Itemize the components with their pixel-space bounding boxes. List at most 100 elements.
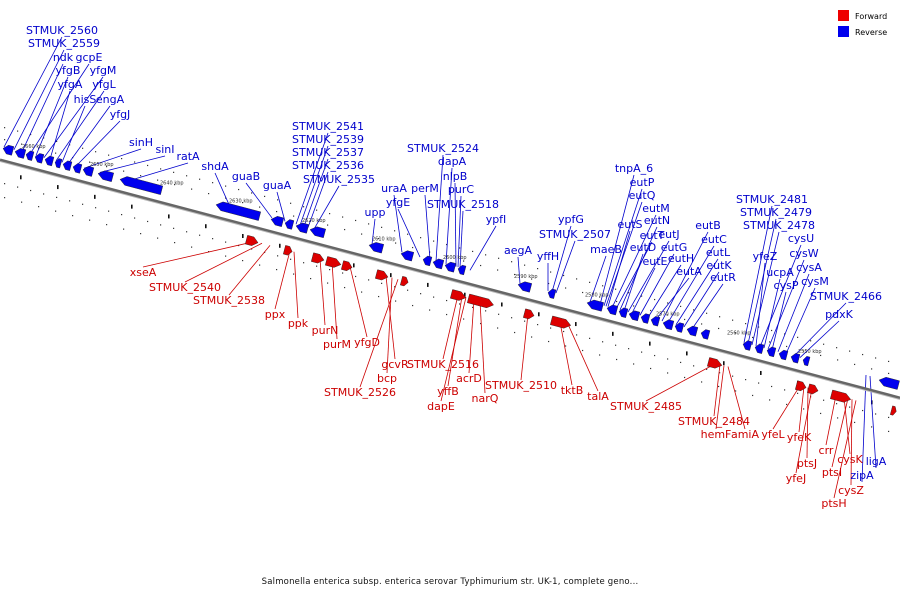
- position-dot: [548, 282, 550, 285]
- position-dot: [140, 233, 142, 235]
- tick-mark: [464, 292, 466, 297]
- position-dot: [121, 213, 123, 216]
- reverse-gene-label: hisS: [74, 93, 97, 106]
- position-dot: [310, 277, 312, 280]
- reverse-gene-label-leader: [299, 145, 329, 226]
- tick-mark: [501, 302, 503, 307]
- position-dot: [524, 264, 526, 266]
- reverse-feature-shape: [650, 316, 661, 327]
- reverse-gene-label: ypfI: [486, 213, 507, 226]
- tick-mark: [723, 361, 725, 366]
- position-dot: [160, 168, 162, 170]
- position-dot: [633, 363, 635, 365]
- reverse-feature: [878, 377, 900, 390]
- position-dot: [654, 354, 656, 357]
- reverse-gene-label-leader: [393, 194, 403, 253]
- position-dot: [803, 350, 805, 352]
- position-dot: [875, 357, 877, 359]
- legend-label: Forward: [855, 12, 887, 21]
- position-dot: [446, 313, 448, 316]
- tick-label: 2660 kbp: [22, 144, 46, 150]
- position-dot: [174, 242, 176, 244]
- position-dot: [599, 354, 601, 356]
- reverse-gene-label-leader: [459, 210, 464, 268]
- reverse-gene-label-leader: [667, 245, 715, 323]
- position-dot: [174, 184, 176, 186]
- reverse-gene-label: eutR: [710, 271, 736, 284]
- position-dot: [485, 254, 487, 256]
- reverse-gene-label: STMUK_2507: [539, 228, 611, 241]
- position-dot: [368, 279, 370, 281]
- forward-feature: [795, 380, 807, 392]
- position-dot: [21, 201, 23, 203]
- position-dot: [303, 206, 305, 208]
- position-dot: [157, 237, 159, 239]
- reverse-gene-label-leader: [245, 182, 273, 219]
- reverse-feature-shape: [802, 356, 811, 367]
- reverse-gene-label-leader: [129, 162, 189, 181]
- reverse-gene-label: sinI: [155, 143, 174, 156]
- tick-label: 2610 kbp: [372, 236, 396, 242]
- position-dot: [446, 243, 448, 246]
- reverse-gene-label-leader: [655, 277, 690, 320]
- reverse-feature-shape: [674, 322, 685, 333]
- reverse-feature: [62, 160, 73, 171]
- position-dot: [55, 210, 57, 212]
- position-dot: [17, 130, 19, 132]
- reverse-feature-shape: [270, 216, 285, 227]
- forward-feature-shape: [325, 256, 342, 268]
- reverse-feature: [400, 250, 415, 262]
- reverse-feature-shape: [878, 377, 900, 390]
- position-dot: [72, 215, 74, 217]
- position-dot: [56, 140, 58, 143]
- reverse-gene-label: cysW: [789, 247, 818, 260]
- forward-gene-label-leader: [727, 366, 746, 430]
- position-dot: [786, 403, 788, 406]
- position-dot: [823, 399, 825, 401]
- reverse-gene-label-leader: [61, 105, 86, 163]
- tick-mark: [538, 312, 540, 317]
- position-dot: [225, 185, 227, 187]
- position-dot: [95, 151, 97, 153]
- position-dot: [433, 240, 435, 242]
- reverse-feature: [457, 264, 467, 276]
- position-dot: [719, 372, 721, 374]
- position-dot: [446, 299, 448, 302]
- reverse-gene-label: STMUK_2481: [736, 193, 808, 206]
- position-dot: [497, 269, 499, 271]
- forward-feature-shape: [550, 315, 572, 329]
- forward-gene-label-leader: [440, 297, 467, 402]
- position-dot: [361, 291, 363, 293]
- position-dot: [820, 354, 822, 357]
- position-dot: [293, 215, 295, 217]
- reverse-feature: [82, 166, 95, 177]
- reverse-feature-shape: [606, 304, 619, 316]
- tick-mark: [57, 185, 59, 190]
- forward-feature: [890, 405, 897, 416]
- position-dot: [394, 286, 396, 288]
- forward-feature: [400, 276, 409, 287]
- forward-gene-label: xseA: [130, 266, 157, 279]
- position-dot: [680, 361, 682, 364]
- reverse-feature-shape: [517, 281, 533, 293]
- forward-gene-label: narQ: [472, 392, 499, 405]
- reverse-gene-label: STMUK_2478: [743, 219, 815, 232]
- reverse-feature: [368, 242, 384, 254]
- position-dot: [654, 298, 656, 301]
- tick-mark: [94, 194, 96, 199]
- tick-mark: [575, 322, 577, 327]
- reverse-gene-label: eutG: [661, 241, 688, 254]
- forward-feature: [707, 357, 723, 369]
- reverse-feature-shape: [628, 310, 641, 322]
- position-dot: [875, 413, 877, 415]
- reverse-gene-label: perM: [411, 182, 439, 195]
- reverse-feature: [586, 299, 604, 312]
- position-dot: [563, 274, 565, 277]
- reverse-feature: [215, 201, 261, 221]
- reverse-gene-label: pdxK: [825, 308, 853, 321]
- reverse-feature: [628, 310, 641, 322]
- reverse-feature-shape: [119, 176, 164, 195]
- reverse-gene-label-leader: [67, 105, 111, 165]
